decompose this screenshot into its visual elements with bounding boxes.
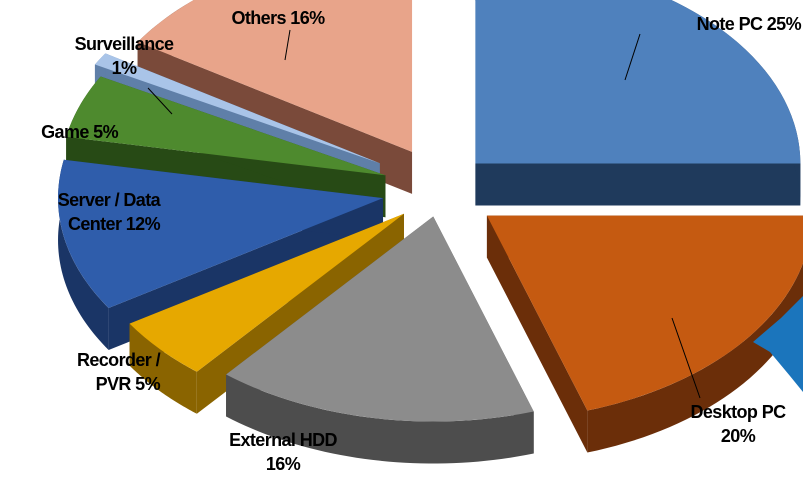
slice-label-line: 20% bbox=[721, 426, 756, 446]
slice-label-line: 16% bbox=[266, 454, 301, 474]
leader-line bbox=[671, 317, 701, 399]
slice-side-face bbox=[486, 215, 588, 453]
slice-label-line: Recorder / bbox=[77, 350, 161, 370]
slice-top bbox=[475, 0, 801, 164]
arrow-decoration bbox=[753, 296, 803, 392]
slice-external-hdd bbox=[226, 216, 534, 464]
slice-top bbox=[137, 0, 413, 152]
slice-label: Game 5% bbox=[41, 122, 118, 142]
slice-side-face bbox=[475, 163, 801, 206]
slice-top bbox=[486, 215, 803, 411]
slice-top bbox=[66, 76, 386, 176]
slice-label-line: Note PC 25% bbox=[697, 14, 802, 34]
slice-outer-side bbox=[226, 374, 534, 464]
slice-label-line: Center 12% bbox=[68, 214, 161, 234]
slice-label-line: Others 16% bbox=[231, 8, 325, 28]
slice-top bbox=[226, 216, 534, 422]
slice-label: External HDD 16% bbox=[229, 430, 337, 474]
slice-label-line: Game 5% bbox=[41, 122, 118, 142]
slice-label-line: Desktop PC bbox=[690, 402, 786, 422]
leader-lines bbox=[147, 29, 701, 399]
slice-outer-side bbox=[587, 263, 803, 453]
slice-label-line: Server / Data bbox=[58, 190, 162, 210]
leader-line bbox=[284, 29, 291, 61]
slice-outer-side bbox=[129, 323, 197, 414]
slice-label-line: External HDD bbox=[229, 430, 337, 450]
leader-line bbox=[147, 87, 173, 115]
slice-label-line: PVR 5% bbox=[96, 374, 161, 394]
slice-labels: Note PC 25% Desktop PC 20% External HDD 16% R… bbox=[41, 8, 802, 474]
slice-top bbox=[94, 53, 380, 164]
slice-label: Surveillance 1% bbox=[75, 34, 174, 78]
slice-label-line: 1% bbox=[112, 58, 137, 78]
slice-label: Others 16% bbox=[231, 8, 325, 28]
slice-label: Note PC 25% bbox=[697, 14, 802, 34]
slice-note-pc bbox=[475, 0, 801, 206]
slice-label: Recorder / PVR 5% bbox=[77, 350, 161, 394]
slice-outer-side bbox=[58, 159, 109, 350]
slice-label: Desktop PC 20% bbox=[690, 402, 786, 446]
slice-top bbox=[58, 159, 384, 308]
slice-label: Server / Data Center 12% bbox=[58, 190, 162, 234]
pie-slices bbox=[58, 0, 803, 464]
slice-label-line: Surveillance bbox=[75, 34, 174, 54]
slice-desktop-pc bbox=[486, 215, 803, 453]
slice-top bbox=[129, 213, 404, 372]
leader-line bbox=[624, 33, 641, 81]
